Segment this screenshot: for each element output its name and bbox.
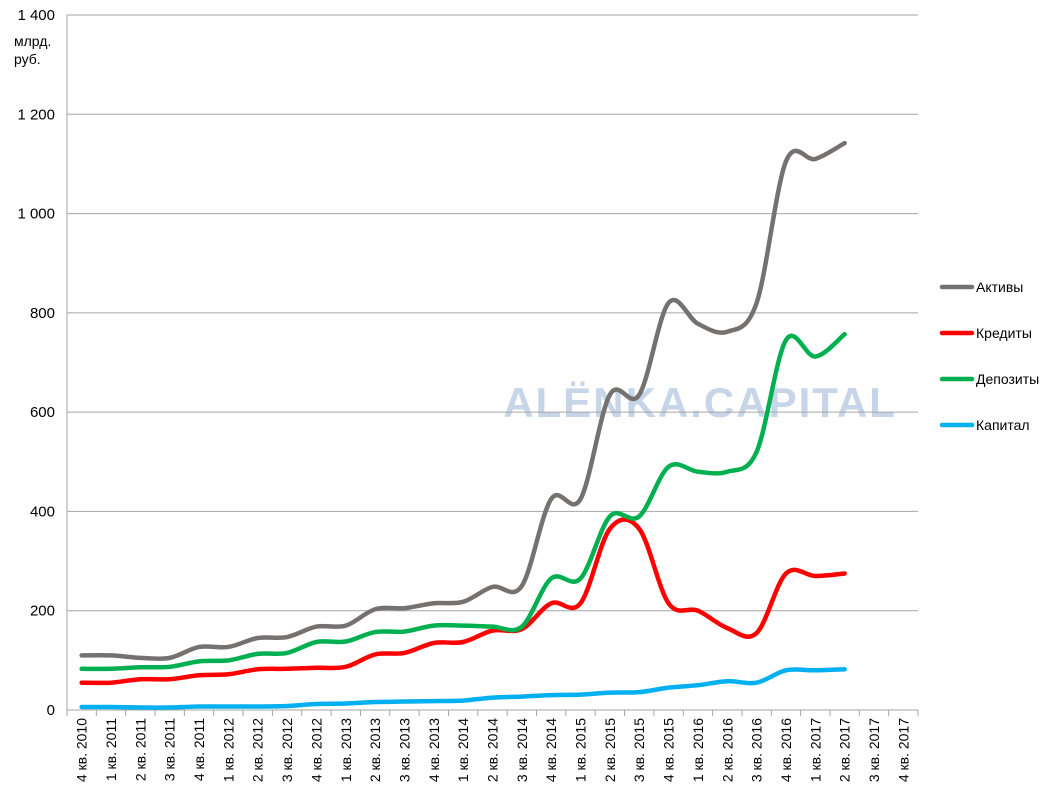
legend-label: Депозиты	[976, 371, 1039, 387]
x-tick-label: 2 кв. 2015	[602, 718, 618, 782]
y-tick-label: 1 200	[17, 106, 55, 123]
x-tick-label: 1 кв. 2014	[455, 718, 471, 782]
x-tick-label: 4 кв. 2016	[778, 718, 794, 782]
x-tick-label: 3 кв. 2016	[749, 718, 765, 782]
y-tick-label: 1 400	[17, 7, 55, 24]
y-axis-label-line: млрд.	[14, 33, 51, 49]
y-tick-label: 600	[30, 404, 55, 421]
x-tick-label: 3 кв. 2011	[162, 718, 178, 781]
x-tick-label: 4 кв. 2010	[74, 718, 90, 782]
x-tick-label: 2 кв. 2014	[485, 718, 501, 782]
series-line	[79, 517, 847, 686]
x-tick-label: 2 кв. 2011	[132, 718, 148, 781]
x-tick-label: 4 кв. 2011	[191, 718, 207, 781]
x-tick-label: 1 кв. 2016	[690, 718, 706, 782]
x-tick-label: 3 кв. 2015	[631, 718, 647, 782]
x-tick-label: 4 кв. 2015	[661, 718, 677, 782]
y-axis-label: млрд. руб.	[14, 33, 51, 67]
x-tick-label: 2 кв. 2013	[367, 718, 383, 782]
series-line	[79, 331, 847, 672]
x-tick-label: 2 кв. 2012	[250, 718, 266, 782]
x-tick-label: 3 кв. 2013	[396, 718, 412, 782]
x-tick-label: 4 кв. 2013	[426, 718, 442, 782]
y-axis-label-line: руб.	[14, 51, 41, 67]
x-tick-label: 1 кв. 2017	[807, 718, 823, 782]
x-tick-label: 4 кв. 2017	[895, 718, 911, 782]
legend-label: Активы	[976, 279, 1023, 295]
y-tick-label: 400	[30, 503, 55, 520]
series-line	[79, 667, 847, 710]
y-tick-label: 0	[47, 702, 55, 719]
x-tick-label: 1 кв. 2013	[338, 718, 354, 782]
y-tick-label: 800	[30, 305, 55, 322]
x-tick-label: 4 кв. 2014	[543, 718, 559, 782]
x-tick-label: 1 кв. 2011	[103, 718, 119, 781]
legend-label: Капитал	[976, 417, 1030, 433]
x-tick-label: 1 кв. 2012	[220, 718, 236, 782]
series-line	[79, 140, 847, 662]
x-tick-label: 3 кв. 2017	[866, 718, 882, 782]
x-tick-label: 1 кв. 2015	[573, 718, 589, 782]
x-tick-label: 2 кв. 2017	[837, 718, 853, 782]
y-tick-label: 1 000	[17, 206, 55, 223]
x-tick-label: 3 кв. 2012	[279, 718, 295, 782]
watermark: ALЁNKA.CAPITAL	[503, 379, 897, 426]
legend-label: Кредиты	[976, 325, 1032, 341]
x-tick-label: 4 кв. 2012	[308, 718, 324, 782]
y-tick-label: 200	[30, 603, 55, 620]
x-tick-label: 2 кв. 2016	[719, 718, 735, 782]
x-tick-label: 3 кв. 2014	[514, 718, 530, 782]
